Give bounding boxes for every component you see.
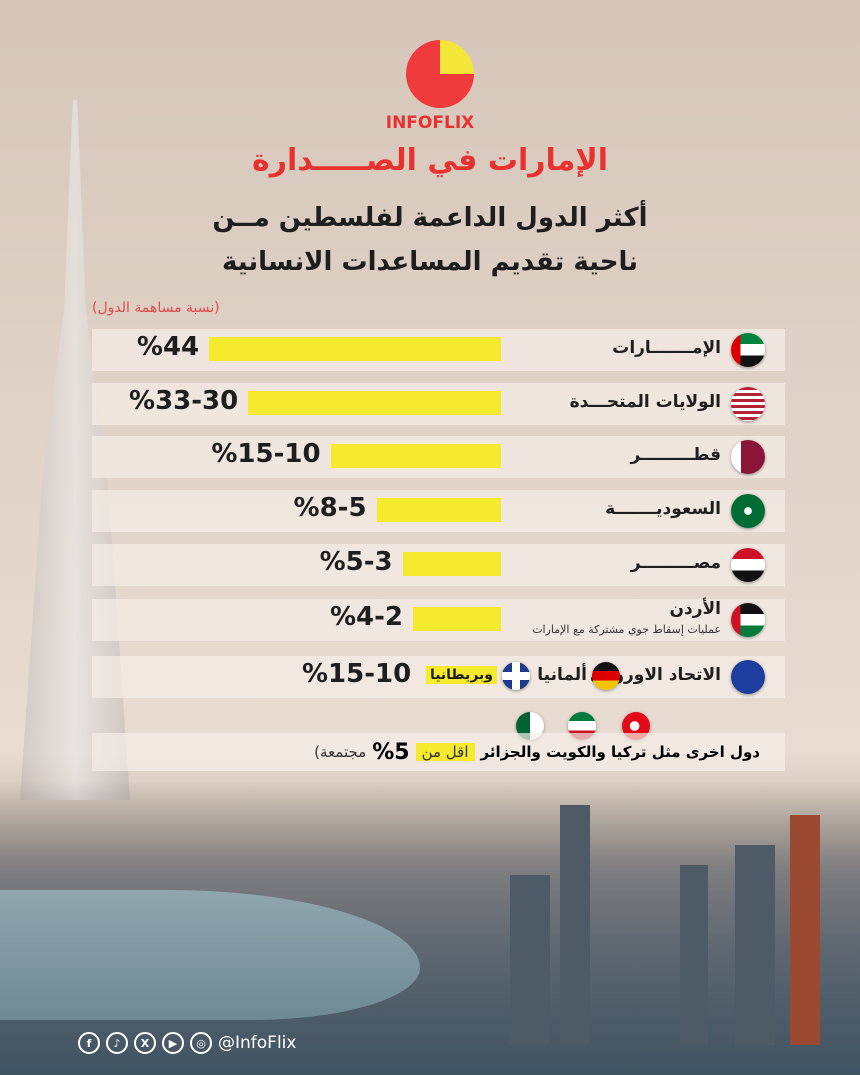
subtitle: أكثر الدول الداعمة لفلسطين مــن ناحية تق… [0, 196, 860, 284]
social-handle[interactable]: @InfoFlix [218, 1033, 297, 1053]
subtitle-line: ناحية تقديم المساعدات الانسانية [222, 247, 638, 277]
category-label: الإمـــــــارات [612, 338, 721, 358]
others-row: دول اخرى مثل تركيا والكويت والجزائر اقل … [92, 733, 785, 771]
youtube-icon[interactable]: ▶ [162, 1032, 184, 1054]
uk-label: وبريطانيا [425, 666, 497, 684]
facebook-icon[interactable]: f [78, 1032, 100, 1054]
category-label: السعوديـــــــة [605, 499, 721, 519]
building [680, 865, 708, 1045]
chart-row: قطـــــــــر %15-10 [92, 436, 785, 478]
data-label: %15-10 [211, 439, 321, 469]
bar [376, 498, 501, 522]
chart-row: الإمـــــــارات %44 [92, 329, 785, 371]
others-text: دول اخرى مثل تركيا والكويت والجزائر [480, 743, 761, 761]
title: الإمارات في الصـــــدارة [251, 143, 608, 178]
eu-flag-icon [731, 660, 765, 694]
data-label: %5-3 [319, 547, 393, 577]
building [560, 805, 590, 1045]
eu-label: الاتحاد الاوروبي [589, 665, 721, 685]
bar [413, 607, 501, 631]
building [510, 875, 550, 1045]
instagram-icon[interactable]: ◎ [190, 1032, 212, 1054]
category-label: قطـــــــــر [630, 445, 721, 465]
building [790, 815, 820, 1045]
chart-row: مصـــــــــر %5-3 [92, 544, 785, 586]
category-label: الولايات المتحـــدة [569, 392, 721, 412]
germany-flag-icon [592, 662, 620, 690]
germany-label: ألمانيا [537, 665, 587, 685]
europe-row: الاتحاد الاوروبي ألمانيا وبريطانيا %15-1… [92, 656, 785, 698]
usa-flag-icon [731, 387, 765, 421]
jordan-annotation: عمليات إسقاط جوي مشتركة مع الإمارات [532, 623, 721, 636]
chart-note: (نسبة مساهمة الدول) [92, 300, 220, 316]
category-label: الأردن [669, 599, 721, 619]
bar [248, 391, 501, 415]
bar [330, 444, 501, 468]
uae-flag-icon [731, 333, 765, 367]
infoflix-logo [406, 40, 474, 108]
building [735, 845, 775, 1045]
saudi-flag-icon [731, 494, 765, 528]
others-less-than: اقل من [415, 743, 475, 761]
data-label: %33-30 [129, 386, 239, 416]
bar [209, 337, 501, 361]
egypt-flag-icon [731, 548, 765, 582]
data-label: %8-5 [293, 493, 367, 523]
others-pct: %5 [372, 739, 410, 765]
brand-name: INFOFLIX [385, 113, 475, 133]
chart-row: الولايات المتحـــدة %33-30 [92, 383, 785, 425]
bar [402, 552, 501, 576]
subtitle-line: أكثر الدول الداعمة لفلسطين مــن [212, 203, 648, 233]
social-links: f ♪ X ▶ ◎ @InfoFlix [78, 1032, 296, 1054]
category-label: مصـــــــــر [630, 553, 721, 573]
chart-row: الأردن عمليات إسقاط جوي مشتركة مع الإمار… [92, 599, 785, 641]
data-label: %44 [136, 332, 200, 362]
europe-value: %15-10 [302, 659, 412, 689]
x-icon[interactable]: X [134, 1032, 156, 1054]
jordan-flag-icon [731, 603, 765, 637]
chart-row: السعوديـــــــة %8-5 [92, 490, 785, 532]
tiktok-icon[interactable]: ♪ [106, 1032, 128, 1054]
others-suffix: مجتمعة) [314, 743, 367, 761]
uk-flag-icon [502, 662, 530, 690]
data-label: %4-2 [329, 602, 403, 632]
qatar-flag-icon [731, 440, 765, 474]
